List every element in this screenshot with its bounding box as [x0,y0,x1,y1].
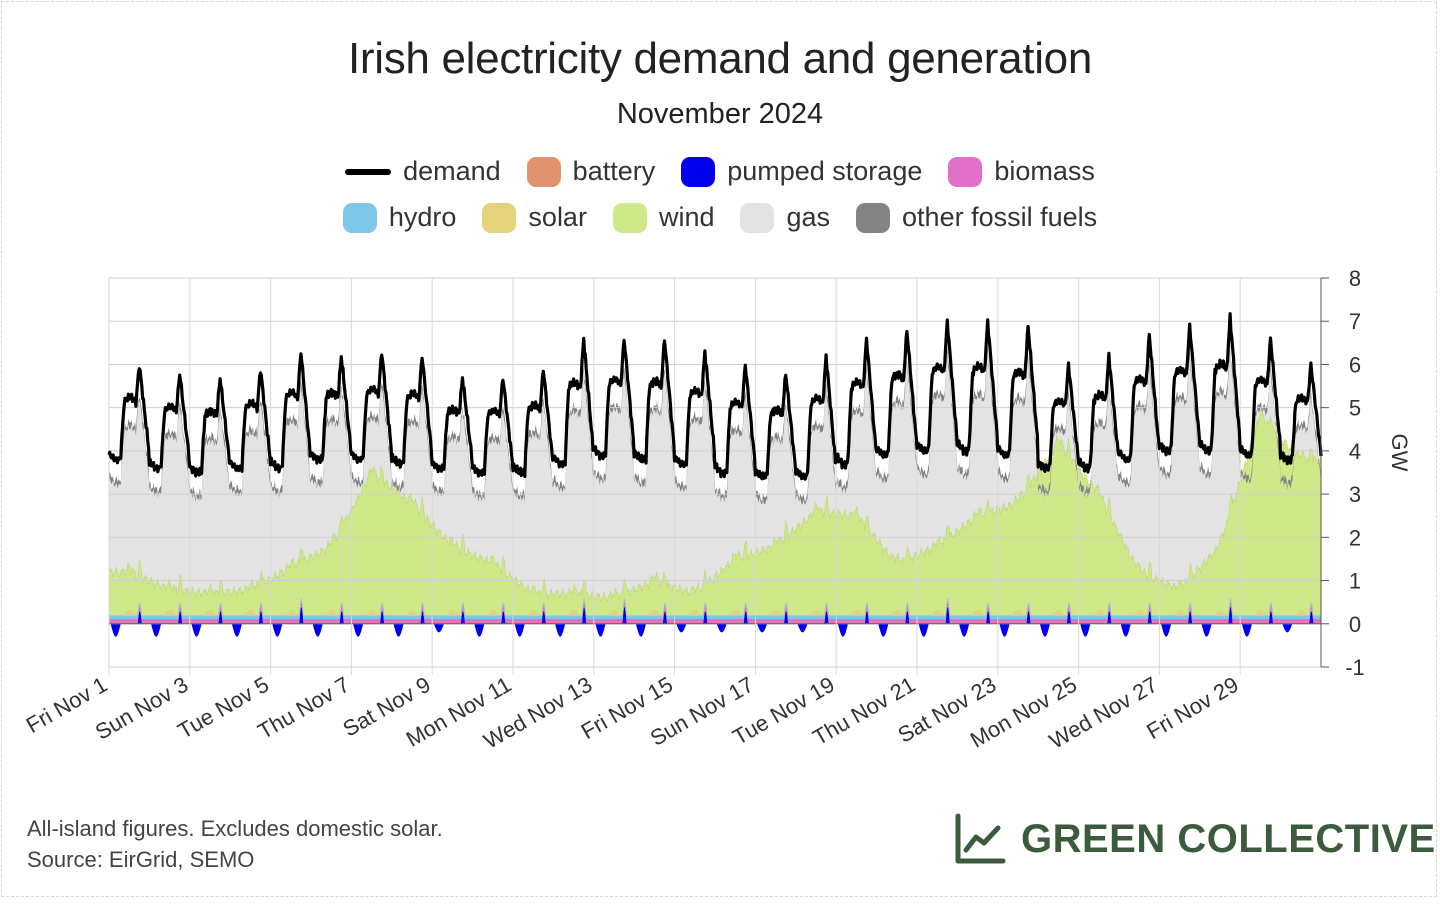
y-tick-label: 5 [1349,396,1361,421]
x-tick-label: Tue Nov 5 [173,672,273,744]
solar-area [109,599,1321,616]
legend-item-hydro[interactable]: hydro [342,202,457,233]
legend-swatch-other-fossil-fuels [856,202,891,233]
legend-label-pumped-storage: pumped storage [727,156,923,186]
legend-label-battery: battery [572,156,656,186]
legend-item-battery[interactable]: battery [526,156,656,187]
legend-label-hydro: hydro [388,202,457,232]
legend-label-wind: wind [658,202,715,232]
x-tick-label: Fri Nov 29 [1142,672,1242,744]
footnote: All-island figures. Excludes domestic so… [27,813,443,875]
legend-swatch-demand [345,168,392,175]
legend-label-demand: demand [403,156,501,186]
legend-swatch-pumped-storage [681,156,716,187]
gas-area [109,346,1321,603]
y-tick-label: 2 [1349,525,1361,550]
chart-subtitle: November 2024 [616,98,824,130]
legend-swatch-battery [526,156,561,187]
demand-line [107,312,1323,481]
y-tick-label: 6 [1349,352,1361,377]
legend-item-pumped-storage[interactable]: pumped storage [681,156,922,187]
y-tick-label: 7 [1349,309,1361,334]
y-tick-label: 0 [1349,612,1361,637]
other-fossil-fuels-area [109,342,1321,506]
footnote-line-1: All-island figures. Excludes domestic so… [27,816,443,841]
legend-row-1: demand battery pumped storage biomass [0,156,1440,187]
brand-name: GREEN COLLECTIVE [1021,816,1436,861]
legend-item-demand[interactable]: demand [345,156,501,187]
line-chart-icon [955,813,1006,864]
brand-logo[interactable]: GREEN COLLECTIVE [953,812,1436,866]
legend-row-2: hydro solar wind gas other fossil fuels [0,202,1440,233]
x-tick-label: Thu Nov 7 [253,672,353,744]
y-axis-label: GW [1387,434,1412,472]
y-tick-label: 4 [1349,439,1361,464]
hydro-area [109,599,1321,619]
legend-item-solar[interactable]: solar [482,202,587,233]
legend-label-biomass: biomass [994,156,1095,186]
biomass-area [109,602,1321,623]
legend-swatch-wind [612,202,647,233]
legend-item-wind[interactable]: wind [612,202,715,233]
legend-item-gas[interactable]: gas [740,202,830,233]
legend-swatch-gas [740,202,775,233]
legend-swatch-hydro [342,202,377,233]
legend-item-other-fossil-fuels[interactable]: other fossil fuels [856,202,1097,233]
y-tick-label: 8 [1349,266,1361,291]
legend-item-biomass[interactable]: biomass [948,156,1095,187]
y-tick-label: 3 [1349,482,1361,507]
legend-label-solar: solar [528,202,587,232]
legend-label-gas: gas [786,202,831,232]
y-tick-label: -1 [1345,655,1365,680]
chart-title: Irish electricity demand and generation [347,34,1093,83]
legend-label-other-fossil-fuels: other fossil fuels [902,202,1098,232]
footnote-line-2: Source: EirGrid, SEMO [27,847,255,872]
y-tick-label: 1 [1349,569,1361,594]
legend-swatch-biomass [948,156,983,187]
legend-swatch-solar [482,202,517,233]
x-tick-label: Sun Nov 3 [91,672,192,745]
